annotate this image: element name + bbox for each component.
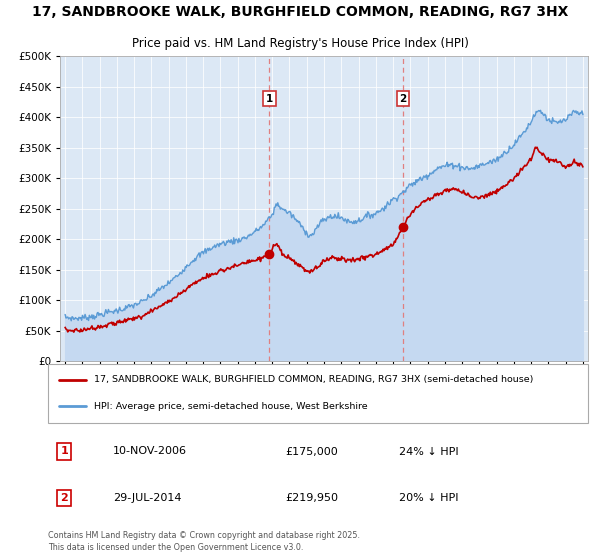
Text: 1: 1 xyxy=(61,446,68,456)
Text: 20% ↓ HPI: 20% ↓ HPI xyxy=(399,493,458,503)
Text: 17, SANDBROOKE WALK, BURGHFIELD COMMON, READING, RG7 3HX (semi-detached house): 17, SANDBROOKE WALK, BURGHFIELD COMMON, … xyxy=(94,375,533,384)
Text: Contains HM Land Registry data © Crown copyright and database right 2025.
This d: Contains HM Land Registry data © Crown c… xyxy=(48,531,360,552)
Text: 1: 1 xyxy=(266,94,273,104)
Text: Price paid vs. HM Land Registry's House Price Index (HPI): Price paid vs. HM Land Registry's House … xyxy=(131,37,469,50)
Text: 2: 2 xyxy=(61,493,68,503)
Text: 10-NOV-2006: 10-NOV-2006 xyxy=(113,446,187,456)
Text: 17, SANDBROOKE WALK, BURGHFIELD COMMON, READING, RG7 3HX: 17, SANDBROOKE WALK, BURGHFIELD COMMON, … xyxy=(32,6,568,20)
Text: 2: 2 xyxy=(400,94,407,104)
Text: £219,950: £219,950 xyxy=(286,493,338,503)
Text: £175,000: £175,000 xyxy=(286,446,338,456)
FancyBboxPatch shape xyxy=(48,364,588,423)
Text: HPI: Average price, semi-detached house, West Berkshire: HPI: Average price, semi-detached house,… xyxy=(94,402,368,411)
Text: 29-JUL-2014: 29-JUL-2014 xyxy=(113,493,181,503)
Text: 24% ↓ HPI: 24% ↓ HPI xyxy=(399,446,458,456)
